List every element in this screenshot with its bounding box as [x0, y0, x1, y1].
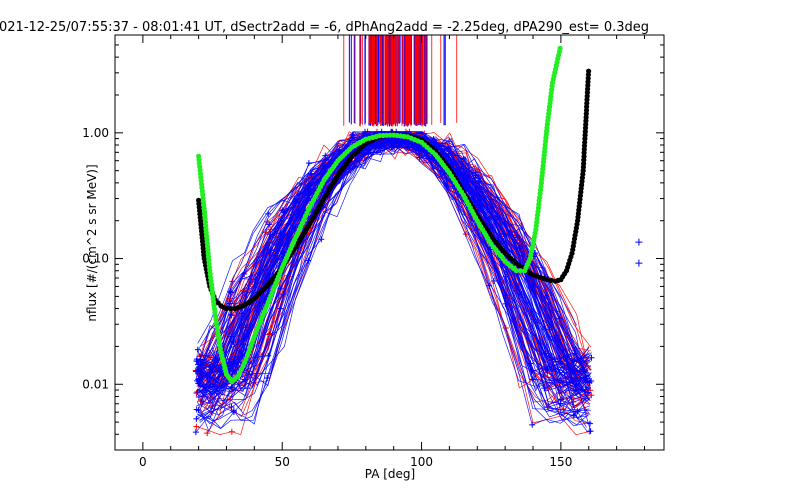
data-blue-marker [588, 354, 595, 361]
data-blue-marker [584, 379, 591, 386]
data-blue-marker [460, 155, 467, 162]
data-blue-marker [195, 407, 202, 414]
data-blue-trace [197, 131, 587, 383]
fit-black-point [228, 306, 234, 312]
fit-green-point [513, 268, 519, 274]
data-red-marker [228, 428, 235, 435]
isolated-point [635, 238, 643, 246]
data-blue-marker [196, 380, 203, 387]
data-red-marker [204, 430, 211, 437]
data-blue-marker [228, 311, 235, 318]
x-axis-label: PA [deg] [365, 467, 415, 481]
data-blue-trace [195, 133, 576, 379]
data-blue-marker [486, 214, 493, 221]
y-tick-label: 1.00 [82, 126, 109, 140]
data-blue-trace [199, 131, 590, 373]
data-blue-marker [266, 221, 273, 228]
fit-black-point [586, 68, 592, 74]
data-blue-marker [192, 429, 199, 436]
data-blue-marker [265, 210, 272, 217]
data-blue-marker [265, 352, 272, 359]
chart-title: 021-12-25/07:55:37 - 08:01:41 UT, dSectr… [0, 20, 649, 35]
fit-black-point [223, 306, 230, 312]
data-blue-marker [529, 376, 536, 383]
y-tick-label: 0.10 [82, 252, 109, 266]
data-blue-marker [280, 291, 287, 298]
data-blue-marker [501, 220, 508, 227]
data-blue-marker [349, 131, 356, 138]
fit-layer [196, 45, 592, 385]
data-blue-trace [197, 138, 590, 430]
isolated-point [635, 259, 643, 267]
data-blue-marker [527, 360, 534, 367]
y-tick-label: 0.01 [82, 377, 109, 391]
data-blue-trace [195, 135, 587, 433]
y-axis-label: nflux [#/(cm^2 s sr MeV)] [85, 164, 99, 321]
data-blue-marker [490, 278, 497, 285]
data-blue-marker [241, 376, 248, 383]
data-blue-trace [196, 134, 589, 433]
data-blue-marker [194, 389, 201, 396]
data-blue-trace [199, 132, 592, 371]
data-blue-marker [193, 415, 200, 422]
fit-green-point [517, 268, 524, 274]
data-blue-marker [195, 375, 202, 382]
fit-black-point [548, 277, 554, 283]
x-tick-label: 100 [410, 455, 433, 469]
data-blue-marker [586, 420, 593, 427]
fit-black-point [544, 277, 550, 283]
data-blue-marker [542, 350, 549, 357]
data-blue-marker [229, 363, 236, 370]
data-blue-marker [279, 207, 286, 214]
data-blue-marker [305, 257, 312, 264]
data-blue-marker [529, 421, 536, 428]
data-blue-marker [193, 358, 200, 365]
data-blue-marker [430, 135, 437, 142]
data-blue-marker [230, 407, 237, 414]
data-blue-marker [486, 282, 493, 289]
data-blue-marker [264, 374, 271, 381]
data-blue-marker [587, 428, 594, 435]
data-blue-marker [584, 389, 591, 396]
plot-frame [114, 34, 665, 451]
x-tick-label: 50 [275, 455, 290, 469]
data-blue-marker [192, 368, 199, 375]
x-tick-label: 150 [549, 455, 572, 469]
axes-layer: 0 50 100 150 0.01 0.10 1.00 [82, 34, 664, 469]
data-blue-marker [445, 151, 452, 158]
data-blue-marker [322, 152, 329, 159]
data-blue-marker [228, 403, 235, 410]
data-red-marker [193, 423, 200, 430]
data-blue-marker [443, 183, 450, 190]
x-tick-label: 0 [139, 455, 147, 469]
fit-green-point [557, 45, 563, 52]
